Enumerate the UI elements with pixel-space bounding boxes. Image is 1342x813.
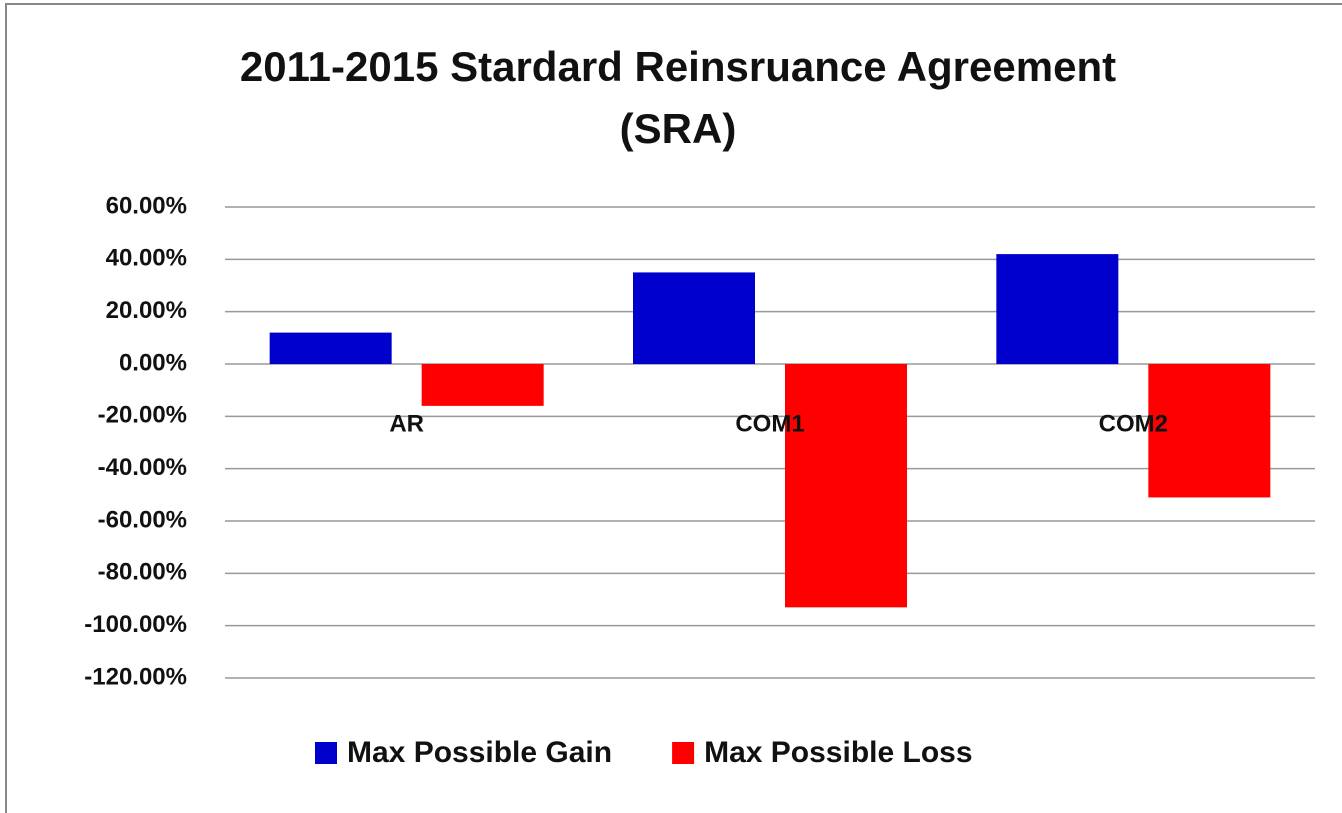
y-tick-label: -120.00% [84,663,187,690]
bar [996,254,1119,364]
chart-title: (SRA) [620,105,737,152]
bar [633,272,755,364]
bar [1148,364,1271,498]
chart-title: 2011-2015 Stardard Reinsruance Agreement [240,43,1116,90]
bar [421,364,544,406]
y-tick-label: 60.00% [106,192,187,219]
x-tick-label: COM2 [1099,410,1168,437]
y-tick-label: -80.00% [98,559,187,586]
y-tick-label: -100.00% [84,611,187,638]
legend-label: Max Possible Loss [704,736,972,769]
y-tick-label: -40.00% [98,454,187,481]
x-tick-label: AR [389,410,424,437]
bar [785,364,907,608]
legend-label: Max Possible Gain [347,736,612,769]
y-tick-label: 40.00% [106,245,187,272]
x-tick-label: COM1 [735,410,804,437]
y-tick-label: -20.00% [98,402,187,429]
bar [269,332,392,364]
y-tick-label: 0.00% [119,349,187,376]
y-tick-label: -60.00% [98,506,187,533]
y-tick-label: 20.00% [106,297,187,324]
legend-swatch [672,742,695,764]
legend-swatch [315,742,337,764]
